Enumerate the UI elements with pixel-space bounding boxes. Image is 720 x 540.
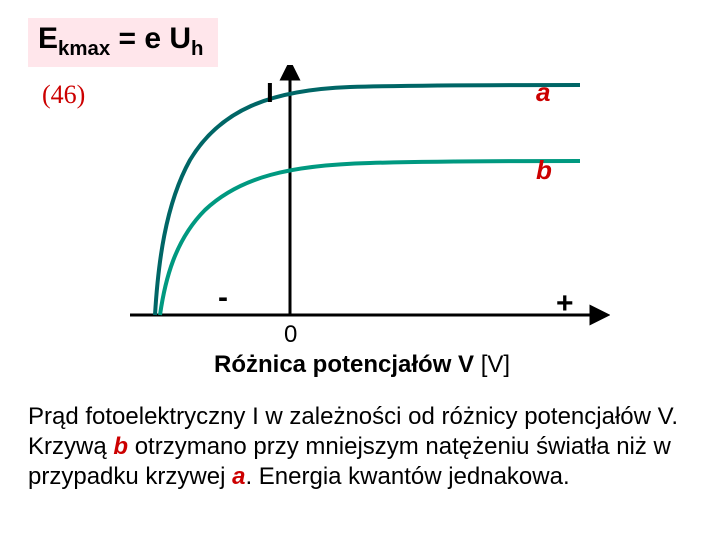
caption-text: Prąd fotoelektryczny I w zależności od r… [28, 402, 688, 492]
caption-a-ref: a [232, 463, 245, 490]
x-axis-title-main: Różnica potencjałów V [214, 351, 481, 378]
caption-part-3: . Energia kwantów jednakowa. [245, 463, 569, 490]
page-root: Ekmax = e Uh (46) I a b - + 0 Różnica po… [0, 0, 720, 540]
curve-a-label: a [536, 77, 550, 108]
iv-chart: I a b - + 0 Różnica potencjałów V [V] [110, 65, 610, 375]
x-axis-title: Różnica potencjałów V [V] [214, 351, 510, 379]
minus-sign: - [218, 281, 228, 315]
curve-b-label: b [536, 155, 552, 186]
x-axis-title-unit: [V] [481, 351, 510, 378]
y-axis-label: I [266, 77, 274, 109]
zero-label: 0 [284, 321, 297, 349]
caption-b-ref: b [113, 433, 128, 460]
formula-box: Ekmax = e Uh [28, 18, 218, 67]
plus-sign: + [556, 287, 574, 321]
equation-number: (46) [42, 80, 85, 110]
formula-text: Ekmax = e Uh [38, 22, 204, 55]
chart-svg [110, 65, 610, 375]
